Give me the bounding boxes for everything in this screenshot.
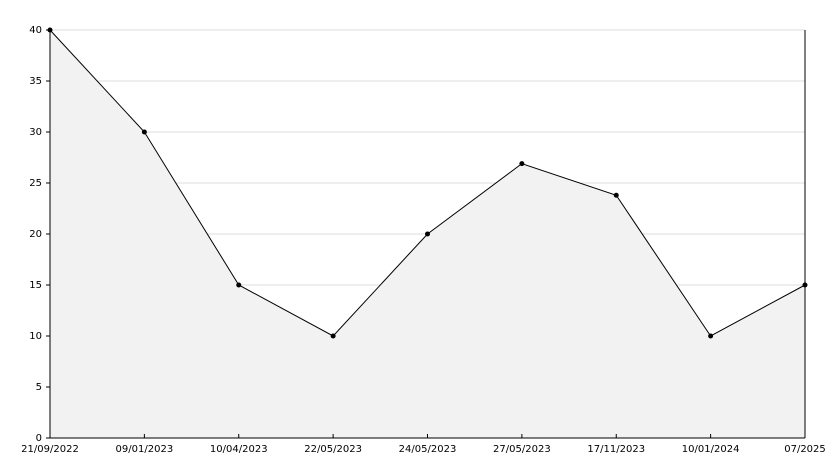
x-tick-label: 10/04/2023 [210,444,268,455]
x-tick-label: 17/11/2023 [587,444,645,455]
y-tick-label: 25 [29,178,42,189]
x-tick-label: 22/05/2023 [304,444,362,455]
point [141,129,147,135]
point [708,333,714,339]
point [519,161,525,167]
x-tick-label: 10/01/2024 [682,444,740,455]
point [236,282,242,288]
y-tick-label: 0 [36,433,42,444]
y-tick-label: 30 [29,127,42,138]
x-tick-label: 21/09/2022 [21,444,79,455]
x-tick-label: 27/05/2023 [493,444,551,455]
y-tick-label: 40 [29,25,42,36]
y-tick-label: 20 [29,229,42,240]
y-tick-label: 10 [29,331,42,342]
x-tick-label: 09/01/2023 [116,444,174,455]
point [425,231,430,237]
x-tick-label: 07/2025 [784,444,826,455]
point [613,192,619,198]
y-tick-label: 5 [36,382,42,393]
y-tick-label: 15 [29,280,42,291]
point [330,333,336,339]
x-tick-label: 24/05/2023 [399,444,457,455]
y-tick-label: 35 [29,76,42,87]
